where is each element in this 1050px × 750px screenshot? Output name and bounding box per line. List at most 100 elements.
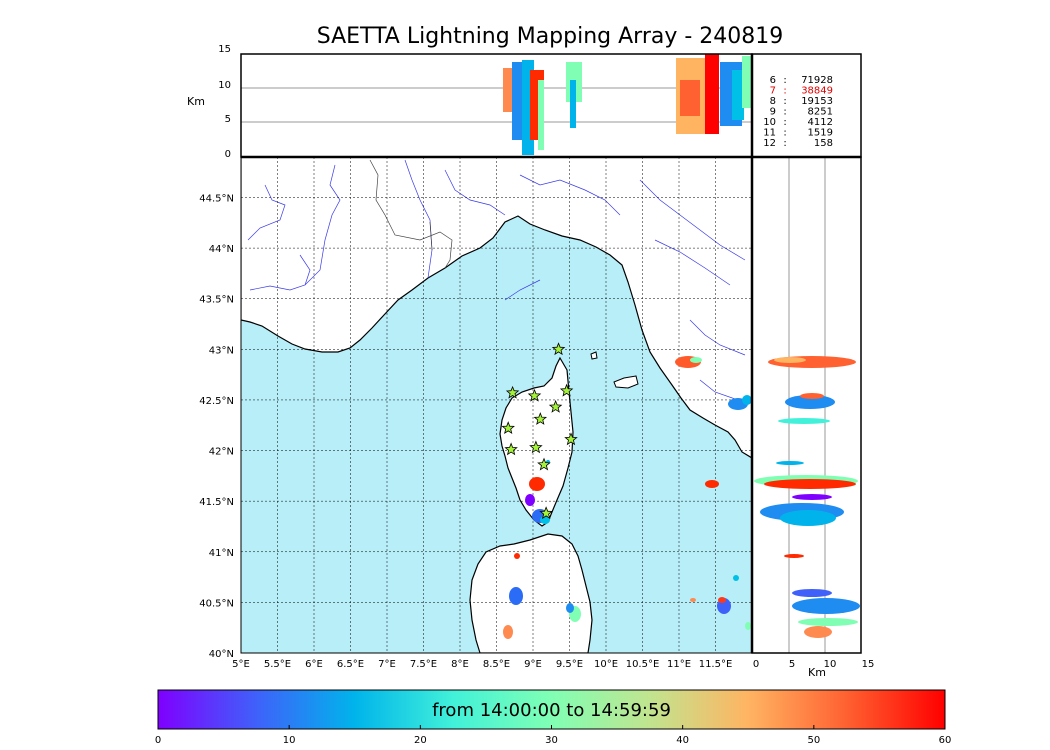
country-borders bbox=[369, 159, 453, 269]
count-separator: : bbox=[783, 128, 786, 139]
colorbar-time-range-label: from 14:00:00 to 14:59:59 bbox=[432, 700, 671, 721]
counts-box bbox=[751, 53, 862, 158]
lightning-cluster bbox=[690, 357, 702, 363]
lightning-cluster bbox=[566, 603, 574, 613]
colorbar bbox=[157, 689, 946, 730]
colorbar-tick-label: 60 bbox=[939, 735, 952, 746]
counts-table: 6: 71928 7: 38849 8: 19153 9: 8251 10: 4112 11: 151… bbox=[763, 75, 833, 149]
station-star-icon bbox=[551, 342, 566, 356]
lightning-column bbox=[742, 56, 752, 108]
station-star-icon bbox=[533, 412, 548, 425]
longitude-tick-label: 9.5°E bbox=[556, 659, 583, 670]
count-value: 19153 bbox=[801, 96, 833, 107]
count-value: 71928 bbox=[801, 75, 833, 86]
station-star-icon bbox=[539, 506, 553, 520]
longitude-tick-label: 5.5°E bbox=[264, 659, 291, 670]
station-star-icon bbox=[537, 457, 551, 471]
station-star-icon bbox=[504, 442, 518, 456]
count-value: 4112 bbox=[808, 117, 833, 128]
map-panel bbox=[241, 157, 752, 653]
longitude-labels: 5°E 5.5°E 6°E 6.5°E 7°E 7.5°E 8°E 8.5°E 9°E 9.5°E… bbox=[232, 659, 732, 670]
longitude-tick-label: 8.5°E bbox=[483, 659, 510, 670]
lightning-band bbox=[778, 418, 830, 424]
colorbar-ticks: 0 10 20 30 40 50 60 bbox=[155, 725, 952, 746]
latitude-tick-label: 42°N bbox=[209, 447, 234, 458]
lightning-band bbox=[776, 461, 804, 465]
chart-title: SAETTA Lightning Mapping Array - 240819 bbox=[316, 24, 784, 49]
count-key: 8 bbox=[770, 96, 776, 107]
longitude-tick-label: 9°E bbox=[524, 659, 542, 670]
lightning-cluster bbox=[733, 575, 739, 581]
lightning-band bbox=[774, 357, 806, 363]
map-graticule bbox=[241, 157, 752, 653]
lightning-cluster bbox=[509, 587, 523, 605]
longitude-tick-label: 7°E bbox=[378, 659, 396, 670]
count-key: 12 bbox=[763, 138, 776, 149]
longitude-tick-label: 8°E bbox=[451, 659, 469, 670]
lightning-cluster bbox=[690, 598, 696, 602]
longitude-tick-label: 11.5°E bbox=[699, 659, 733, 670]
station-star-icon bbox=[501, 421, 515, 434]
latitude-tick-label: 43.5°N bbox=[199, 295, 234, 306]
altitude-tick-label: 15 bbox=[218, 44, 231, 55]
lightning-cluster bbox=[525, 494, 535, 506]
lightning-cluster bbox=[529, 477, 545, 491]
sardinia-island bbox=[469, 533, 593, 653]
latitude-labels: 40°N 40.5°N 41°N 41.5°N 42°N 42.5°N 43°N 43.5°N… bbox=[199, 193, 234, 660]
station-star-icon bbox=[527, 388, 542, 402]
altitude-tick-label: 5 bbox=[225, 114, 231, 125]
colorbar-tick-label: 10 bbox=[283, 735, 296, 746]
latitude-tick-label: 44.5°N bbox=[199, 193, 234, 204]
lightning-cluster bbox=[705, 480, 719, 488]
count-key: 9 bbox=[770, 107, 776, 118]
count-key: 10 bbox=[763, 117, 776, 128]
altitude-tick-label: 5 bbox=[789, 659, 795, 670]
lightning-column bbox=[680, 80, 700, 116]
mainland-landmass bbox=[241, 157, 752, 459]
latitude-tick-label: 41°N bbox=[209, 548, 234, 559]
longitude-tick-label: 10°E bbox=[594, 659, 618, 670]
lightning-band bbox=[785, 395, 835, 409]
count-value: 38849 bbox=[801, 86, 833, 97]
longitude-tick-label: 6°E bbox=[305, 659, 323, 670]
station-star-icon bbox=[564, 432, 578, 446]
longitude-tick-label: 10.5°E bbox=[626, 659, 660, 670]
count-separator: : bbox=[783, 96, 786, 107]
altitude-latitude-panel bbox=[752, 157, 861, 653]
top-altitude-axis-label: Km bbox=[187, 95, 205, 108]
lightning-column bbox=[570, 80, 576, 128]
right-altitude-tick-labels: 0 5 10 15 bbox=[753, 659, 875, 670]
lightning-column bbox=[732, 70, 744, 120]
station-star-icon bbox=[548, 399, 563, 413]
latitude-tick-label: 40.5°N bbox=[199, 598, 234, 609]
lightning-cluster bbox=[503, 625, 513, 639]
count-key: 7 bbox=[770, 86, 776, 97]
latitude-tick-label: 40°N bbox=[209, 649, 234, 660]
altitude-tick-label: 10 bbox=[218, 80, 231, 91]
altitude-tick-label: 0 bbox=[753, 659, 759, 670]
lightning-column bbox=[538, 80, 544, 150]
lightning-band bbox=[792, 494, 832, 500]
island-small bbox=[590, 351, 598, 360]
lightning-cluster bbox=[745, 622, 751, 630]
altitude-longitude-panel bbox=[241, 54, 752, 157]
station-star-icon bbox=[559, 383, 574, 397]
altitude-tick-label: 10 bbox=[824, 659, 837, 670]
count-separator: : bbox=[783, 117, 786, 128]
lightning-band bbox=[764, 479, 856, 489]
lightning-band bbox=[798, 618, 858, 626]
lightning-cluster bbox=[514, 553, 520, 559]
lightning-band bbox=[792, 598, 860, 614]
station-star-icon bbox=[529, 440, 543, 454]
lightning-column bbox=[512, 62, 524, 140]
longitude-tick-label: 6.5°E bbox=[337, 659, 364, 670]
longitude-tick-label: 7.5°E bbox=[410, 659, 437, 670]
count-separator: : bbox=[783, 86, 786, 97]
altitude-tick-label: 15 bbox=[862, 659, 875, 670]
lightning-band bbox=[792, 589, 832, 597]
longitude-tick-label: 5°E bbox=[232, 659, 250, 670]
latitude-tick-label: 41.5°N bbox=[199, 497, 234, 508]
latitude-tick-label: 42.5°N bbox=[199, 396, 234, 407]
count-separator: : bbox=[783, 75, 786, 86]
